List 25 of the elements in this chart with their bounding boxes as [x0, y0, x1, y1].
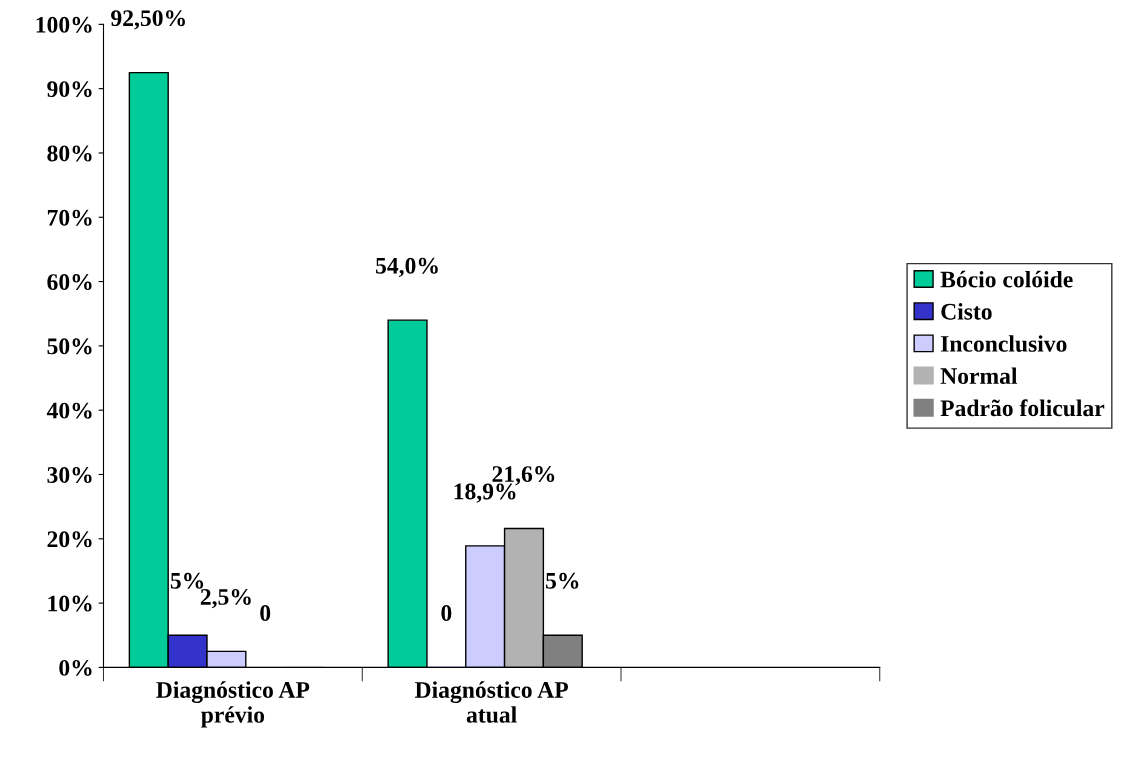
data-label: 2,5%	[200, 588, 251, 609]
x-tick-label: Diagnóstico AP atual	[414, 681, 569, 723]
x-tick-label: Diagnóstico AP prévio	[156, 681, 310, 728]
y-tick-label: 60%	[47, 274, 92, 291]
y-tick-label: 10%	[48, 595, 92, 612]
y-tick-label: 100%	[36, 16, 92, 33]
y-tick-label: 50%	[47, 338, 92, 355]
y-tick-label: 80%	[47, 145, 92, 162]
y-tick-label: 30%	[47, 466, 92, 483]
legend-label: Bócio colóide	[940, 270, 1073, 288]
y-tick-label: 40%	[46, 402, 92, 419]
y-tick-label: 90%	[47, 81, 92, 98]
data-label: 54,0%	[376, 257, 438, 278]
data-label: 0	[441, 605, 452, 621]
y-tick-label: 0%	[59, 659, 92, 676]
data-label: 5%	[546, 572, 579, 589]
legend-label: Normal	[940, 367, 1018, 385]
data-label: 5%	[170, 572, 204, 589]
legend-label: Padrão folicular	[940, 399, 1105, 417]
data-label: 0	[260, 605, 271, 621]
data-label: 92,50%	[111, 10, 185, 30]
legend-label: Cisto	[941, 303, 992, 320]
legend-label: Inconclusivo	[940, 335, 1067, 352]
y-tick-label: 20%	[47, 531, 92, 548]
y-tick-label: 70%	[47, 209, 92, 226]
